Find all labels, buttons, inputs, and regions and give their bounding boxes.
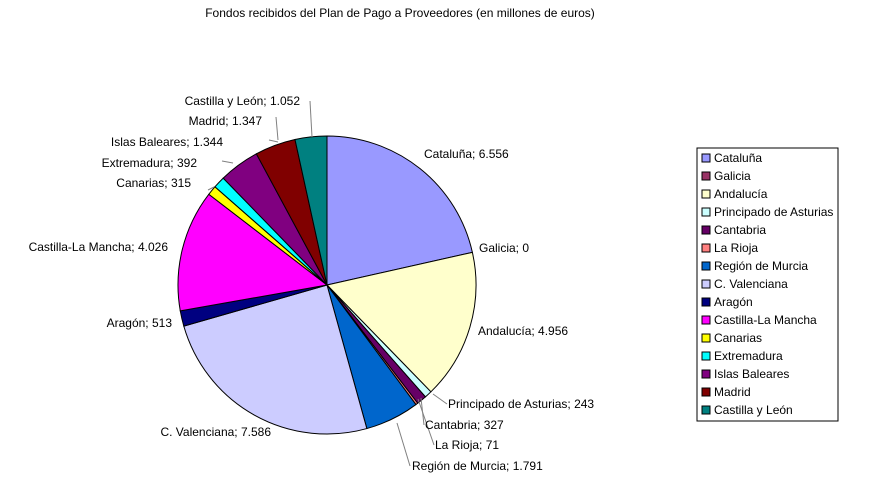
- data-label: Castilla y León; 1.052: [185, 94, 301, 108]
- legend-swatch: [701, 297, 711, 307]
- legend-label: Región de Murcia: [714, 259, 808, 273]
- legend-swatch: [701, 261, 711, 271]
- legend-label: Cataluña: [714, 151, 762, 165]
- legend-box: [696, 147, 839, 422]
- legend-label: Madrid: [714, 385, 751, 399]
- leader-lines: [207, 100, 448, 467]
- legend: Cataluña Galicia Andalucía Principado de As…: [696, 147, 839, 422]
- chart-title: Fondos recibidos del Plan de Pago a Prov…: [205, 6, 595, 20]
- leader-line: [221, 160, 234, 164]
- leader-line: [432, 393, 448, 405]
- pie-slice: [294, 135, 328, 286]
- data-label: Región de Murcia; 1.791: [412, 459, 543, 473]
- legend-swatch: [701, 153, 711, 163]
- legend-label: La Rioja: [714, 241, 758, 255]
- legend-label: Cantabria: [714, 223, 766, 237]
- data-label: Canarias; 315: [116, 176, 191, 190]
- legend-swatch: [701, 351, 711, 361]
- legend-label: Islas Baleares: [714, 367, 789, 381]
- legend-swatch: [701, 189, 711, 199]
- legend-label: Aragón: [714, 295, 753, 309]
- leader-line: [207, 186, 215, 191]
- data-label: Andalucía; 4.956: [478, 324, 568, 338]
- leader-line: [309, 100, 313, 138]
- data-label: Galicia; 0: [479, 241, 529, 255]
- legend-label: Canarias: [714, 331, 762, 345]
- legend-label: Castilla y León: [714, 403, 793, 417]
- leader-line: [268, 139, 279, 143]
- leader-line: [417, 398, 435, 446]
- data-label: Extremadura; 392: [102, 156, 198, 170]
- leader-line: [275, 116, 279, 141]
- data-label: Madrid; 1.347: [189, 114, 263, 128]
- pie-slice: [177, 193, 329, 312]
- legend-label: Principado de Asturias: [714, 205, 833, 219]
- data-label: Cataluña; 6.556: [424, 147, 509, 161]
- pie-slices: [177, 135, 477, 435]
- legend-swatch: [701, 207, 711, 217]
- legend-label: Castilla-La Mancha: [714, 313, 817, 327]
- legend-label: Andalucía: [714, 187, 768, 201]
- pie-slice: [183, 284, 368, 435]
- legend-swatch: [701, 405, 711, 415]
- pie-slice: [326, 135, 473, 286]
- legend-swatch: [701, 171, 711, 181]
- legend-swatch: [701, 243, 711, 253]
- legend-label: Galicia: [714, 169, 751, 183]
- data-labels: Cataluña; 6.556 Galicia; 0 Andalucía; 4.95…: [29, 94, 595, 473]
- pie-slice: [326, 251, 477, 393]
- legend-swatch: [701, 279, 711, 289]
- data-label: C. Valenciana; 7.586: [160, 425, 271, 439]
- data-label: Castilla-La Mancha; 4.026: [29, 240, 169, 254]
- legend-swatch: [701, 369, 711, 379]
- data-label: La Rioja; 71: [435, 438, 499, 452]
- legend-swatch: [701, 225, 711, 235]
- leader-line: [396, 422, 411, 467]
- data-label: Islas Baleares; 1.344: [111, 135, 223, 149]
- legend-label: C. Valenciana: [714, 277, 788, 291]
- legend-label: Extremadura: [714, 349, 783, 363]
- data-label: Cantabria; 327: [425, 418, 504, 432]
- data-label: Aragón; 513: [107, 316, 173, 330]
- legend-swatch: [701, 315, 711, 325]
- legend-swatch: [701, 333, 711, 343]
- legend-swatch: [701, 387, 711, 397]
- data-label: Principado de Asturias; 243: [448, 397, 594, 411]
